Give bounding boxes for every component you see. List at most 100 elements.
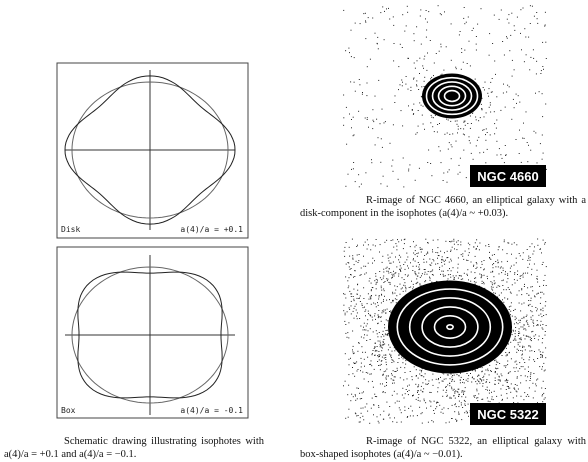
speckle <box>418 400 419 401</box>
speckle <box>542 401 543 402</box>
speckle <box>451 381 452 382</box>
speckle <box>460 275 461 276</box>
speckle <box>451 418 452 419</box>
speckle <box>414 78 415 79</box>
speckle <box>388 344 389 345</box>
speckle <box>444 264 445 265</box>
speckle <box>430 264 431 265</box>
speckle <box>343 293 344 294</box>
speckle <box>434 131 435 132</box>
speckle <box>350 81 351 82</box>
speckle <box>405 372 406 373</box>
speckle <box>488 244 489 245</box>
speckle <box>384 296 385 297</box>
speckle <box>524 284 525 285</box>
speckle <box>533 323 534 324</box>
speckle <box>439 382 440 383</box>
speckle <box>527 267 528 268</box>
speckle <box>522 318 523 319</box>
speckle <box>351 305 352 306</box>
speckle <box>514 69 515 70</box>
speckle <box>460 244 461 245</box>
speckle <box>502 280 503 281</box>
speckle <box>519 328 520 329</box>
speckle <box>359 343 360 344</box>
speckle <box>376 396 377 397</box>
speckle <box>353 346 354 347</box>
speckle <box>510 271 511 272</box>
disk-label: Disk <box>61 225 80 234</box>
speckle <box>394 383 395 384</box>
speckle <box>509 309 510 310</box>
speckle <box>519 253 520 254</box>
speckle <box>394 102 395 103</box>
speckle <box>439 51 440 52</box>
box-label: Box <box>61 406 76 415</box>
speckle <box>545 104 546 105</box>
speckle <box>521 162 522 163</box>
speckle <box>479 383 480 384</box>
speckle <box>502 299 503 300</box>
speckle <box>452 379 453 380</box>
speckle <box>363 256 364 257</box>
speckle <box>445 260 446 261</box>
speckle <box>368 127 369 128</box>
speckle <box>487 278 488 279</box>
speckle <box>424 274 425 275</box>
speckle <box>415 384 416 385</box>
speckle <box>396 371 397 372</box>
speckle <box>389 19 390 20</box>
speckle <box>535 132 536 133</box>
speckle <box>502 385 503 386</box>
speckle <box>545 370 546 371</box>
speckle <box>354 376 355 377</box>
speckle <box>475 117 476 118</box>
speckle <box>528 300 529 301</box>
speckle <box>524 61 525 62</box>
speckle <box>454 389 455 390</box>
speckle <box>420 9 421 10</box>
speckle <box>455 121 456 122</box>
speckle <box>422 382 423 383</box>
speckle <box>441 271 442 272</box>
speckle <box>423 68 424 69</box>
speckle <box>540 143 541 144</box>
speckle <box>458 257 459 258</box>
speckle <box>525 328 526 329</box>
speckle <box>532 6 533 7</box>
speckle <box>515 316 516 317</box>
speckle <box>507 299 508 300</box>
speckle <box>514 346 515 347</box>
speckle <box>468 279 469 280</box>
speckle <box>513 340 514 341</box>
speckle <box>351 296 352 297</box>
speckle <box>518 95 519 96</box>
speckle <box>520 382 521 383</box>
speckle <box>449 422 450 423</box>
speckle <box>520 255 521 256</box>
speckle <box>483 383 484 384</box>
speckle <box>512 76 513 77</box>
speckle <box>365 38 366 39</box>
speckle <box>496 396 497 397</box>
speckle <box>403 264 404 265</box>
speckle <box>426 30 427 31</box>
speckle <box>376 288 377 289</box>
speckle <box>423 388 424 389</box>
speckle <box>386 268 387 269</box>
speckle <box>373 303 374 304</box>
speckle <box>540 297 541 298</box>
speckle <box>380 277 381 278</box>
speckle <box>536 380 537 381</box>
speckle <box>367 249 368 250</box>
speckle <box>391 378 392 379</box>
speckle <box>361 346 362 347</box>
speckle <box>450 277 451 278</box>
speckle <box>379 356 380 357</box>
speckle <box>451 270 452 271</box>
speckle <box>512 316 513 317</box>
speckle <box>474 278 475 279</box>
speckle <box>360 301 361 302</box>
speckle <box>345 276 346 277</box>
speckle <box>446 378 447 379</box>
